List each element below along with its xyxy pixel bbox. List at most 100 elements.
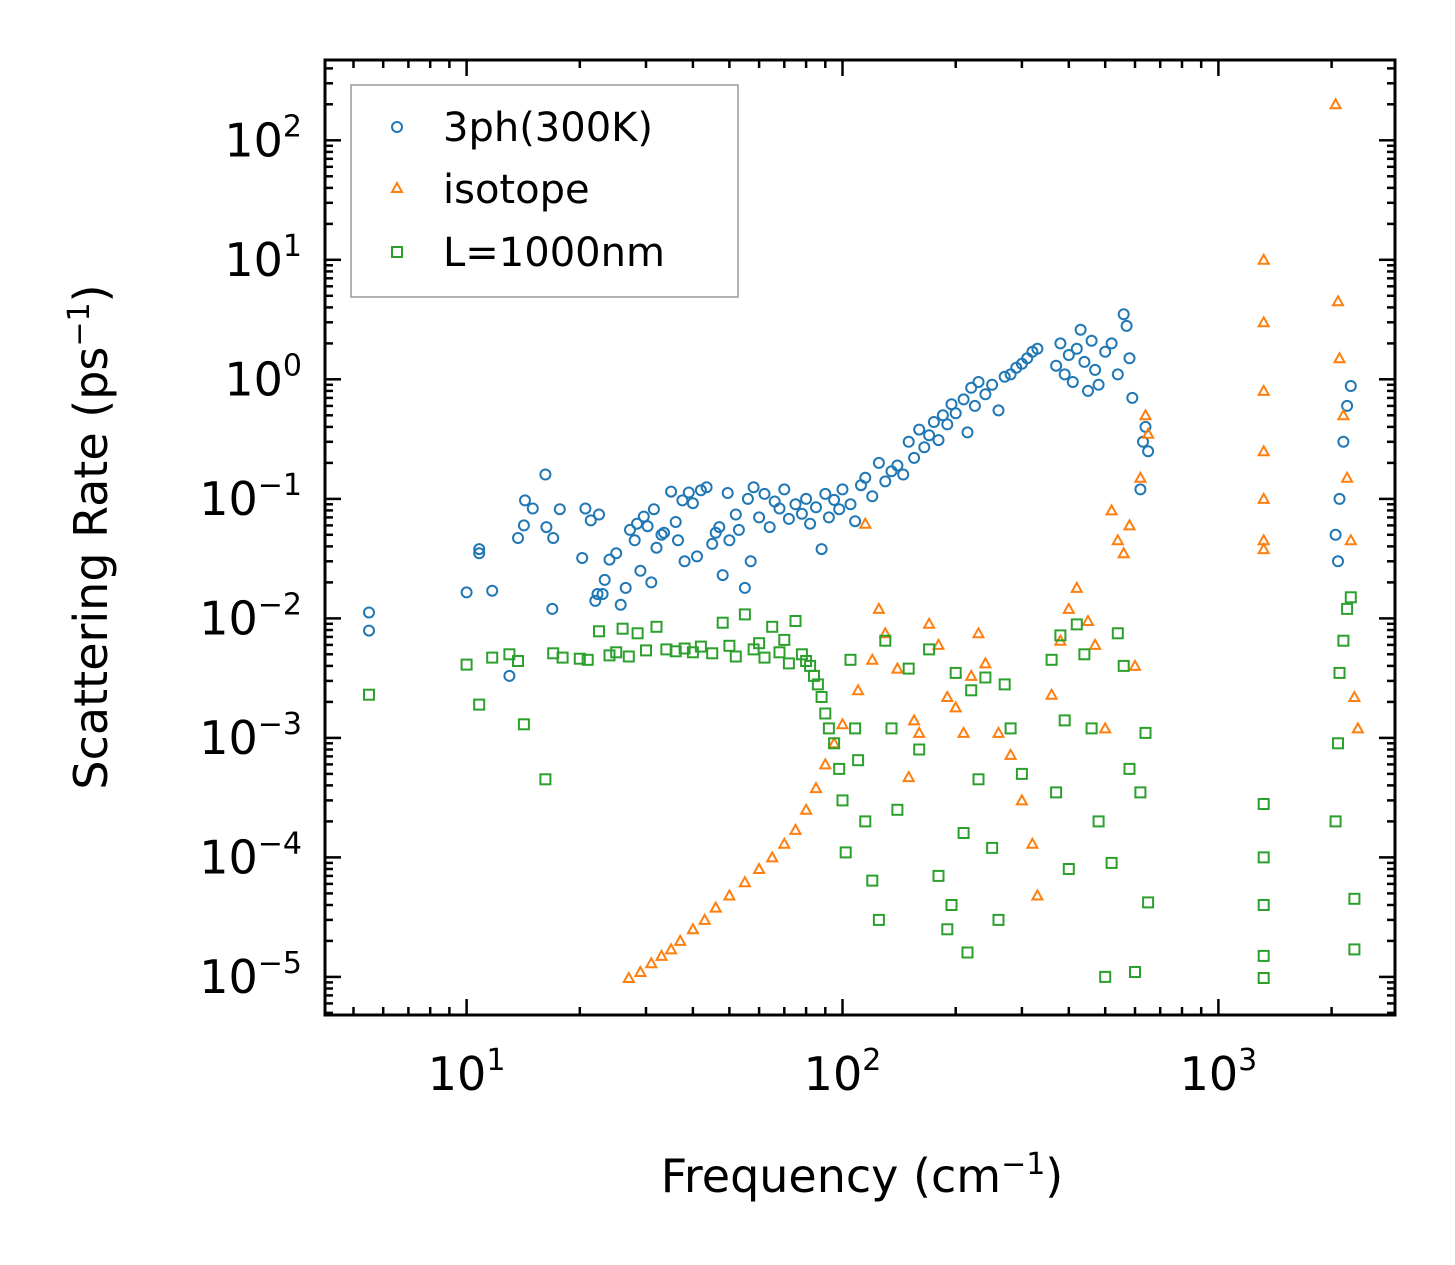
data-point [1257, 315, 1271, 328]
data-point [1099, 345, 1112, 358]
data-point [1070, 580, 1084, 593]
data-point [539, 773, 552, 786]
data-point [1074, 323, 1087, 336]
data-point [721, 487, 734, 499]
data-point [1333, 666, 1346, 679]
data-point [1030, 888, 1045, 901]
data-point [610, 547, 623, 560]
data-point [1081, 613, 1095, 626]
data-point [644, 956, 658, 969]
data-point [1333, 492, 1346, 505]
data-point [1142, 896, 1155, 909]
data-point [1058, 368, 1071, 381]
data-point [682, 486, 695, 499]
data-point [765, 850, 779, 863]
data-point [1348, 943, 1361, 956]
data-point [1257, 972, 1270, 984]
data-point [1348, 892, 1361, 905]
data-point [1031, 342, 1044, 355]
data-point [1332, 555, 1344, 568]
data-point [972, 773, 985, 786]
data-point [753, 637, 766, 650]
y-tick-label: 101 [224, 229, 302, 287]
data-point [664, 942, 678, 955]
legend-label-isotope: isotope [443, 167, 590, 213]
data-point [879, 634, 892, 647]
data-point [931, 637, 946, 650]
data-point [650, 620, 663, 633]
data-point [932, 869, 945, 882]
data-point [1111, 627, 1124, 640]
data-point [709, 900, 723, 913]
data-point [1332, 737, 1344, 750]
data-point [722, 888, 737, 901]
data-point [665, 485, 678, 498]
data-point [603, 649, 616, 662]
data-point [965, 381, 978, 394]
data-point [517, 718, 530, 731]
data-point [1341, 602, 1354, 615]
data-point [986, 378, 999, 391]
data-point [844, 498, 857, 511]
data-point [809, 781, 823, 794]
data-point [631, 627, 644, 640]
data-point [473, 698, 486, 711]
data-point [553, 503, 566, 516]
data-point [363, 624, 375, 637]
data-point [610, 646, 623, 659]
data-point [1351, 721, 1365, 734]
data-point [828, 737, 841, 750]
data-point [363, 688, 375, 701]
data-point [753, 511, 766, 524]
data-point [628, 534, 641, 547]
data-point [579, 502, 592, 515]
data-point [729, 650, 742, 663]
data-point [1066, 376, 1079, 388]
data-point [865, 652, 879, 665]
data-point [738, 875, 752, 888]
data-points [363, 97, 1365, 984]
data-point [669, 516, 682, 528]
data-point [927, 416, 940, 428]
data-point [815, 543, 828, 556]
legend-label-3ph: 3ph(300K) [443, 105, 653, 151]
data-point [949, 700, 963, 713]
data-point [815, 691, 828, 703]
data-point [706, 537, 719, 550]
data-point [941, 923, 954, 936]
data-point [576, 552, 589, 564]
data-point [1257, 491, 1271, 504]
data-point [631, 517, 643, 530]
data-point [1092, 815, 1105, 828]
series-2 [363, 591, 1361, 984]
data-point [716, 616, 729, 629]
data-point [913, 423, 926, 436]
data-point [766, 620, 779, 633]
data-point [872, 456, 885, 469]
data-point [1078, 648, 1091, 661]
y-axis-title: Scattering Rate (ps−1) [62, 284, 118, 789]
data-point [546, 602, 559, 615]
data-point [573, 652, 586, 665]
data-point [1105, 337, 1118, 350]
data-point [1062, 601, 1076, 614]
data-point [1104, 503, 1119, 516]
data-point [833, 762, 846, 775]
data-point [1123, 762, 1136, 775]
data-point [1062, 863, 1075, 875]
data-point [678, 555, 691, 568]
data-point [949, 666, 962, 679]
data-point [738, 608, 751, 621]
data-point [598, 573, 611, 586]
data-point [460, 586, 473, 599]
data-point [1344, 380, 1357, 392]
data-point [723, 639, 736, 652]
data-point [758, 651, 771, 664]
data-point [778, 483, 791, 496]
data-point [922, 616, 936, 629]
data-point [957, 393, 970, 406]
data-point [818, 757, 832, 770]
data-point [655, 528, 668, 541]
data-point [658, 526, 670, 539]
data-point [902, 435, 915, 448]
